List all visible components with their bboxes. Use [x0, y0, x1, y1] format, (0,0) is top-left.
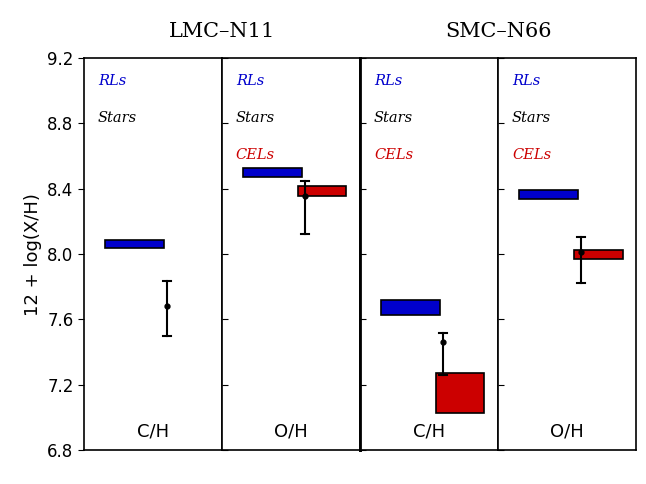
Text: C/H: C/H [137, 423, 169, 440]
Text: RLs: RLs [512, 74, 540, 88]
Bar [105, 240, 164, 248]
Text: Stars: Stars [374, 111, 413, 125]
Bar [436, 373, 484, 412]
Bar [574, 250, 623, 259]
Text: O/H: O/H [550, 423, 584, 440]
Bar [519, 190, 578, 199]
Text: Stars: Stars [512, 111, 551, 125]
Text: Stars: Stars [98, 111, 137, 125]
Text: RLs: RLs [98, 74, 126, 88]
Text: SMC–N66: SMC–N66 [445, 22, 552, 41]
Y-axis label: 12 + log(X/H): 12 + log(X/H) [24, 193, 41, 316]
Text: RLs: RLs [236, 74, 264, 88]
Bar [243, 168, 302, 177]
Text: RLs: RLs [374, 74, 402, 88]
Text: CELs: CELs [512, 148, 551, 162]
Text: C/H: C/H [413, 423, 445, 440]
Text: CELs: CELs [236, 148, 275, 162]
Text: CELs: CELs [374, 148, 413, 162]
Bar [298, 186, 346, 196]
Bar [381, 300, 440, 316]
Text: Stars: Stars [236, 111, 275, 125]
Text: O/H: O/H [275, 423, 308, 440]
Text: LMC–N11: LMC–N11 [169, 22, 275, 41]
